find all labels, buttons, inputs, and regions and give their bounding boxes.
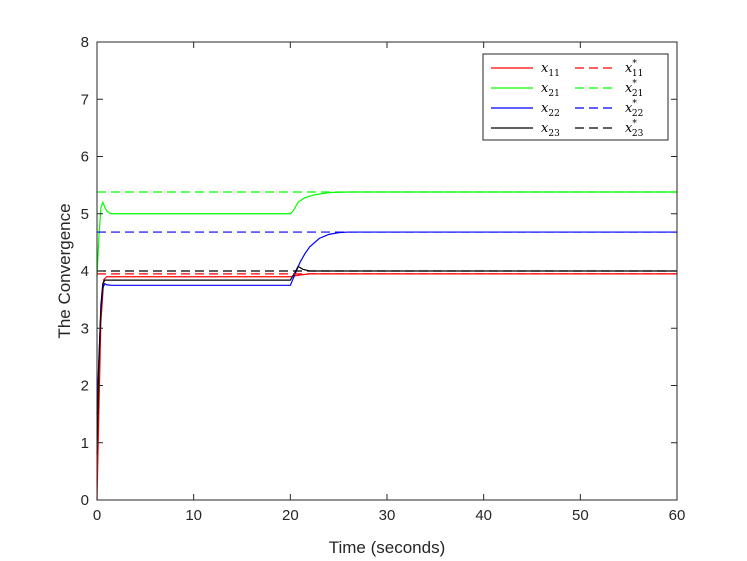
y-tick-label: 2 [81, 378, 89, 395]
legend-entry: x11 [491, 61, 560, 79]
series-layer [96, 191, 677, 501]
y-tick-label: 3 [81, 320, 89, 337]
legend-label: x21 [541, 81, 560, 99]
legend-label: x11 [541, 61, 560, 79]
legend-label: x* 22 [625, 99, 643, 119]
y-tick-label: 5 [81, 206, 89, 223]
legend-entry: x* 21 [575, 79, 643, 99]
x-tick-label: 30 [379, 507, 396, 524]
y-tick-label: 8 [81, 34, 89, 51]
x-tick-label: 50 [572, 507, 589, 524]
x-tick-label: 40 [475, 507, 492, 524]
legend-label: x* 23 [625, 119, 644, 139]
legend-entry: x23 [491, 121, 560, 139]
legend-entry: x21 [491, 81, 560, 99]
y-tick-label: 0 [81, 492, 89, 509]
series-line-x21 [96, 191, 677, 277]
y-axis-label: The Convergence [55, 203, 74, 338]
x-tick-label: 20 [282, 507, 299, 524]
legend-entry: x* 11 [575, 59, 643, 79]
x-tick-label: 0 [93, 507, 101, 524]
legend-label: x23 [541, 121, 560, 139]
legend-entry: x22 [491, 101, 560, 119]
series-line-x23 [96, 265, 677, 455]
y-tick-label: 6 [81, 149, 89, 166]
x-axis-label: Time (seconds) [329, 538, 446, 557]
y-tick-label: 7 [81, 91, 89, 108]
legend-entry: x* 23 [575, 119, 644, 139]
legend-label: x* 21 [625, 79, 643, 99]
legend-label: x* 11 [625, 59, 643, 79]
legend: x11 x21 x22 x23 x* 11x* 21x* 22x* 23 [482, 53, 669, 141]
series-line-x11 [96, 273, 677, 501]
legend-entry: x* 22 [575, 99, 643, 119]
y-tick-label: 1 [81, 435, 89, 452]
axes-layer: 0 10 20 30 40 50 60 0 1 2 3 4 5 6 7 8 [81, 34, 686, 524]
x-tick-label: 60 [669, 507, 686, 524]
legend-label: x22 [541, 101, 560, 119]
x-tick-label: 10 [185, 507, 202, 524]
y-tick-label: 4 [81, 263, 89, 280]
